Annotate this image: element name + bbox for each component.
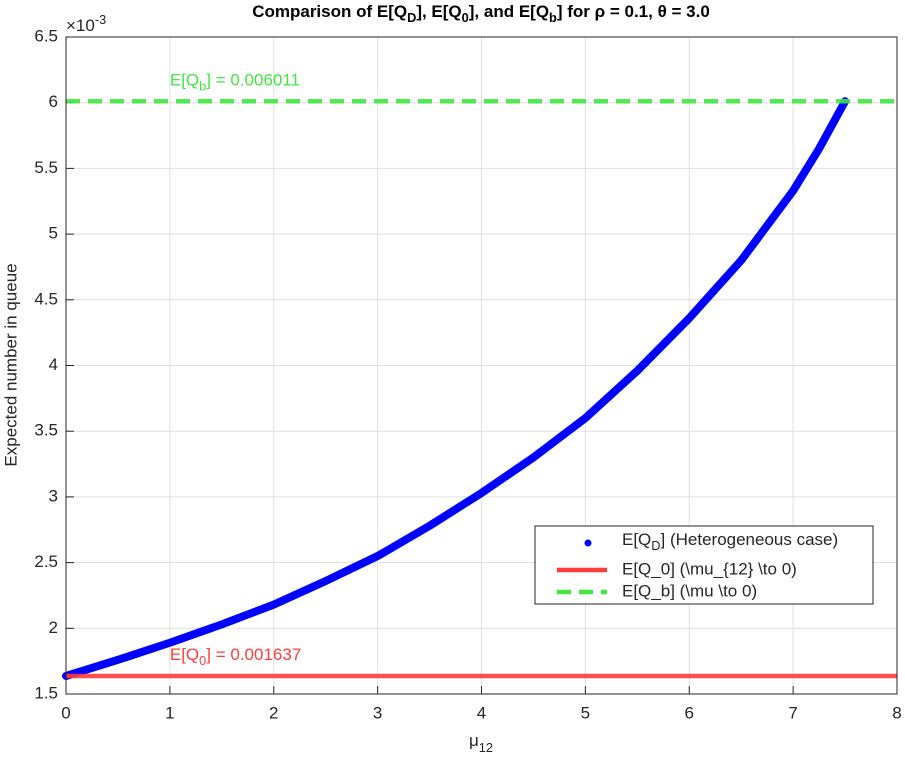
annotation: E[Qb] = 0.006011	[170, 71, 300, 94]
y-exponent-part: ×10	[66, 16, 95, 35]
y-exponent: ×10-3	[66, 12, 106, 35]
y-exponent-part: -3	[95, 12, 106, 27]
chart-title-part: ], and E[Q	[469, 2, 549, 21]
y-tick-label: 4	[49, 355, 58, 374]
chart-title-part: Comparison of E[Q	[252, 2, 407, 21]
annotation: E[Q0] = 0.001637	[170, 645, 301, 668]
x-axis-label-part: 12	[479, 740, 493, 755]
annotation-part: E[Q	[170, 71, 199, 90]
y-tick-label: 2.5	[34, 552, 58, 571]
x-tick-label: 2	[269, 703, 278, 722]
annotation-part: 0	[199, 653, 206, 668]
x-axis-label-part: μ	[469, 731, 479, 750]
legend-label-part: E[Q	[622, 530, 651, 549]
legend-label-part: ] (Heterogeneous case)	[661, 530, 839, 549]
annotation-part: ] = 0.006011	[206, 71, 300, 90]
x-tick-label: 0	[61, 703, 70, 722]
chart-title-part: 0	[462, 10, 469, 25]
chart-title-part: b	[549, 10, 557, 25]
chart-title-part: D	[407, 10, 416, 25]
x-tick-label: 5	[581, 703, 590, 722]
x-tick-label: 8	[892, 703, 901, 722]
y-tick-label: 1.5	[34, 683, 58, 702]
y-tick-label: 5.5	[34, 158, 58, 177]
axes-box	[65, 36, 898, 695]
y-tick-label: 6.5	[34, 26, 58, 45]
y-tick-label: 5	[49, 224, 58, 243]
y-tick-label: 3	[49, 486, 58, 505]
annotation-part: E[Q	[170, 645, 199, 664]
scatter-points	[62, 97, 850, 680]
x-tick-label: 4	[477, 703, 486, 722]
x-tick-label: 7	[788, 703, 797, 722]
x-tick-label: 1	[165, 703, 174, 722]
legend-label: E[QD] (Heterogeneous case)	[622, 530, 838, 553]
x-tick-label: 6	[685, 703, 694, 722]
legend-marker	[584, 539, 592, 547]
legend-label-part: D	[651, 538, 660, 553]
chart-title-part: ], E[Q	[416, 2, 461, 21]
y-tick-label: 2	[49, 618, 58, 637]
y-tick-label: 3.5	[34, 421, 58, 440]
legend-label: E[Q_0] (\mu_{12} \to 0)	[622, 559, 797, 578]
x-tick-label: 3	[373, 703, 382, 722]
y-axis-label: Expected number in queue	[1, 263, 20, 466]
legend-label: E[Q_b] (\mu \to 0)	[622, 581, 757, 600]
y-tick-label: 6	[49, 92, 58, 111]
x-axis-label: μ12	[469, 731, 493, 755]
chart-title-part: ] for ρ = 0.1, θ = 3.0	[557, 2, 710, 21]
y-tick-label: 4.5	[34, 289, 58, 308]
chart-title: Comparison of E[QD], E[Q0], and E[Qb] fo…	[252, 2, 710, 25]
annotation-part: ] = 0.001637	[206, 645, 301, 664]
annotation-part: b	[199, 79, 206, 94]
